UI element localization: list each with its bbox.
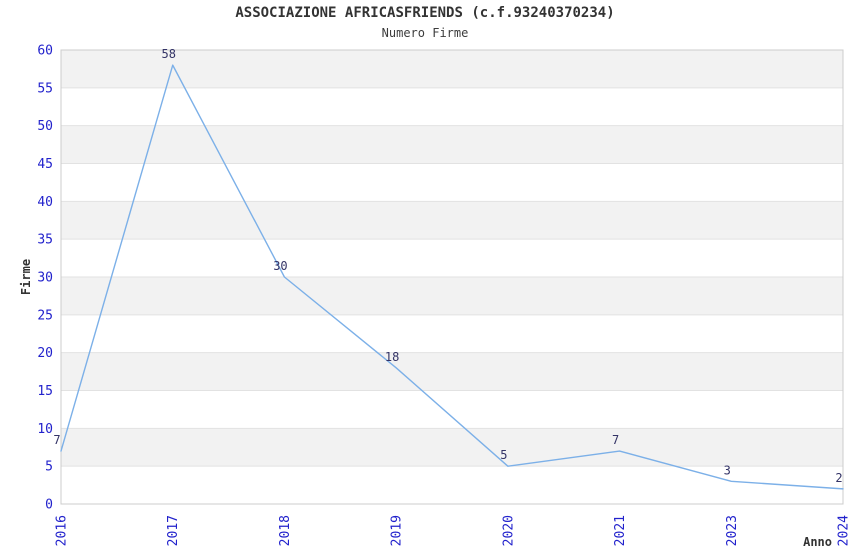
data-point-label: 18 (385, 350, 399, 364)
x-tick-label: 2024 (837, 515, 850, 546)
band-stripe (61, 50, 843, 88)
band-stripe (61, 201, 843, 240)
x-tick-label: 2020 (501, 515, 516, 546)
y-tick-label: 30 (37, 271, 53, 286)
x-tick-label: 2016 (55, 515, 70, 546)
y-tick-label: 0 (45, 498, 53, 513)
data-point-label: 30 (273, 259, 287, 273)
data-point-label: 7 (612, 433, 619, 447)
y-tick-label: 25 (37, 308, 53, 323)
x-tick-label: 2023 (725, 515, 740, 546)
y-tick-label: 45 (37, 157, 53, 172)
y-tick-label: 40 (37, 195, 53, 210)
band-stripe (61, 428, 843, 467)
y-tick-label: 35 (37, 233, 53, 248)
data-point-label: 2 (835, 471, 842, 485)
x-tick-label: 2021 (613, 515, 628, 546)
data-point-label: 3 (724, 463, 731, 477)
data-point-label: 5 (500, 448, 507, 462)
y-tick-label: 20 (37, 346, 53, 361)
y-tick-label: 60 (37, 44, 53, 59)
y-tick-label: 10 (37, 422, 53, 437)
data-point-label: 58 (161, 47, 175, 61)
x-tick-label: 2017 (166, 515, 181, 546)
band-stripe (61, 125, 843, 164)
y-tick-label: 5 (45, 460, 53, 475)
x-tick-label: 2018 (278, 515, 293, 546)
y-tick-label: 50 (37, 119, 53, 134)
series-line (60, 64, 844, 490)
band-stripe (61, 277, 843, 315)
y-tick-label: 55 (37, 81, 53, 96)
chart-title: ASSOCIAZIONE AFRICASFRIENDS (c.f.9324037… (235, 5, 615, 21)
y-tick-label: 15 (37, 384, 53, 399)
x-axis-title: Anno (803, 535, 832, 549)
plot-border (60, 49, 844, 505)
band-stripe (61, 352, 843, 391)
chart-subtitle: Numero Firme (381, 26, 469, 40)
y-axis-title: Firme (19, 259, 33, 295)
x-tick-label: 2019 (390, 515, 405, 546)
data-point-label: 7 (53, 433, 60, 447)
